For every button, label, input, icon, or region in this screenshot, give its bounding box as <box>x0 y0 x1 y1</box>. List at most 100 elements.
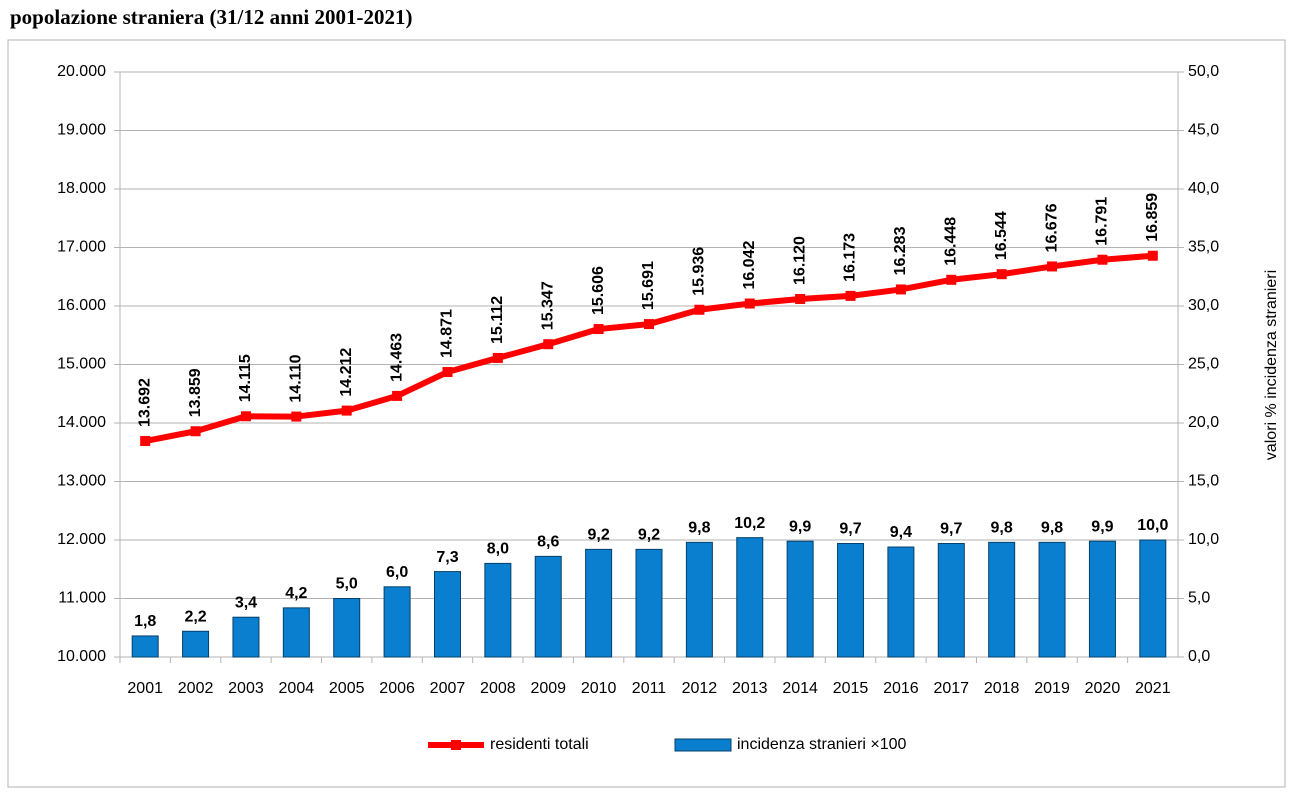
line-value-label: 14.110 <box>288 354 305 402</box>
line-value-label: 16.448 <box>943 217 960 266</box>
line-marker <box>392 390 403 401</box>
bar <box>937 543 965 658</box>
line-marker <box>341 405 352 416</box>
line-marker <box>593 324 604 335</box>
bar-value-label: 4,2 <box>285 585 307 602</box>
x-tick-label: 2008 <box>480 680 516 697</box>
bar-value-label: 9,8 <box>991 520 1013 537</box>
bar-value-label: 9,2 <box>587 527 609 544</box>
bar <box>182 630 210 658</box>
x-tick-label: 2012 <box>682 680 718 697</box>
bar <box>282 607 310 658</box>
bar <box>383 586 411 658</box>
x-tick-label: 2004 <box>279 680 315 697</box>
bar-value-label: 9,7 <box>940 521 962 538</box>
legend-marker <box>451 740 461 750</box>
line-value-label: 16.283 <box>892 226 909 275</box>
line-marker <box>1097 254 1108 265</box>
bar <box>433 571 461 658</box>
y2-tick-label: 0,0 <box>1188 648 1210 665</box>
line-marker <box>190 426 201 437</box>
x-tick-label: 2016 <box>883 680 919 697</box>
line-marker <box>845 290 856 301</box>
y-tick-label: 10.000 <box>57 648 106 665</box>
x-tick-label: 2005 <box>329 680 365 697</box>
bar-value-label: 10,0 <box>1137 517 1168 534</box>
y2-tick-label: 5,0 <box>1188 590 1210 607</box>
line-value-label: 13.859 <box>187 368 204 417</box>
x-tick-label: 2021 <box>1135 680 1171 697</box>
bar <box>1088 540 1116 658</box>
x-tick-label: 2017 <box>933 680 969 697</box>
line-marker <box>694 304 705 315</box>
bar <box>988 541 1016 658</box>
line-value-label: 15.691 <box>640 261 657 310</box>
x-tick-label: 2009 <box>530 680 566 697</box>
y-tick-label: 15.000 <box>57 356 106 373</box>
bar-value-label: 9,9 <box>1091 518 1113 535</box>
y2-tick-label: 25,0 <box>1188 356 1219 373</box>
bar <box>837 543 865 658</box>
y-tick-label: 11.000 <box>58 590 106 607</box>
bar-value-label: 6,0 <box>386 564 408 581</box>
line-value-label: 16.859 <box>1144 193 1161 242</box>
x-tick-label: 2001 <box>127 680 163 697</box>
x-tick-label: 2018 <box>984 680 1020 697</box>
line-marker <box>895 284 906 295</box>
bar-value-label: 9,7 <box>839 521 861 538</box>
bar <box>887 546 915 658</box>
bar-value-label: 10,2 <box>734 515 765 532</box>
line-marker <box>1047 261 1058 272</box>
y2-tick-label: 20,0 <box>1188 414 1219 431</box>
x-tick-label: 2019 <box>1034 680 1070 697</box>
bar-value-label: 3,4 <box>235 594 257 611</box>
line-marker <box>1147 250 1158 261</box>
bar-value-label: 2,2 <box>184 608 206 625</box>
bar-value-label: 9,9 <box>789 518 811 535</box>
x-tick-label: 2002 <box>178 680 214 697</box>
y-tick-label: 13.000 <box>57 473 106 490</box>
line-marker <box>543 339 554 350</box>
x-tick-label: 2011 <box>632 680 667 697</box>
chart-title: popolazione straniera (31/12 anni 2001-2… <box>10 5 413 29</box>
line-marker <box>644 319 654 330</box>
bar-value-label: 1,8 <box>134 613 156 630</box>
line-value-label: 14.115 <box>237 354 254 402</box>
bar-value-label: 8,0 <box>487 541 509 558</box>
x-tick-label: 2014 <box>782 680 818 697</box>
x-tick-label: 2007 <box>430 680 466 697</box>
y2-tick-label: 10,0 <box>1188 531 1219 548</box>
bar <box>685 541 713 658</box>
line-marker <box>744 298 755 309</box>
bar <box>585 548 613 658</box>
legend-label: residenti totali <box>490 736 589 753</box>
x-tick-label: 2013 <box>732 680 768 697</box>
bar <box>1038 541 1066 658</box>
y-tick-label: 12.000 <box>57 531 106 548</box>
x-tick-label: 2015 <box>833 680 869 697</box>
y-tick-label: 20.000 <box>57 63 106 80</box>
line-marker <box>946 274 957 285</box>
x-tick-label: 2006 <box>379 680 415 697</box>
bar <box>333 598 361 658</box>
line-value-label: 16.676 <box>1043 203 1060 252</box>
line-value-label: 16.791 <box>1094 197 1111 246</box>
y2-tick-label: 45,0 <box>1188 122 1219 139</box>
line-value-label: 15.936 <box>691 247 708 296</box>
line-marker <box>996 269 1007 280</box>
bar <box>736 537 764 658</box>
y2-tick-label: 30,0 <box>1188 297 1219 314</box>
y2-axis-label: valori % incidenza stranieri <box>1263 270 1280 460</box>
bar <box>1139 539 1167 658</box>
line-value-label: 15.112 <box>489 296 506 344</box>
y-tick-label: 18.000 <box>57 180 106 197</box>
x-tick-label: 2020 <box>1085 680 1121 697</box>
y2-tick-label: 35,0 <box>1188 239 1219 256</box>
bar-value-label: 5,0 <box>336 576 358 593</box>
line-marker <box>140 436 151 447</box>
y2-tick-label: 50,0 <box>1188 63 1219 80</box>
bar <box>635 548 663 658</box>
y-tick-label: 17.000 <box>57 239 106 256</box>
bar <box>786 540 814 658</box>
